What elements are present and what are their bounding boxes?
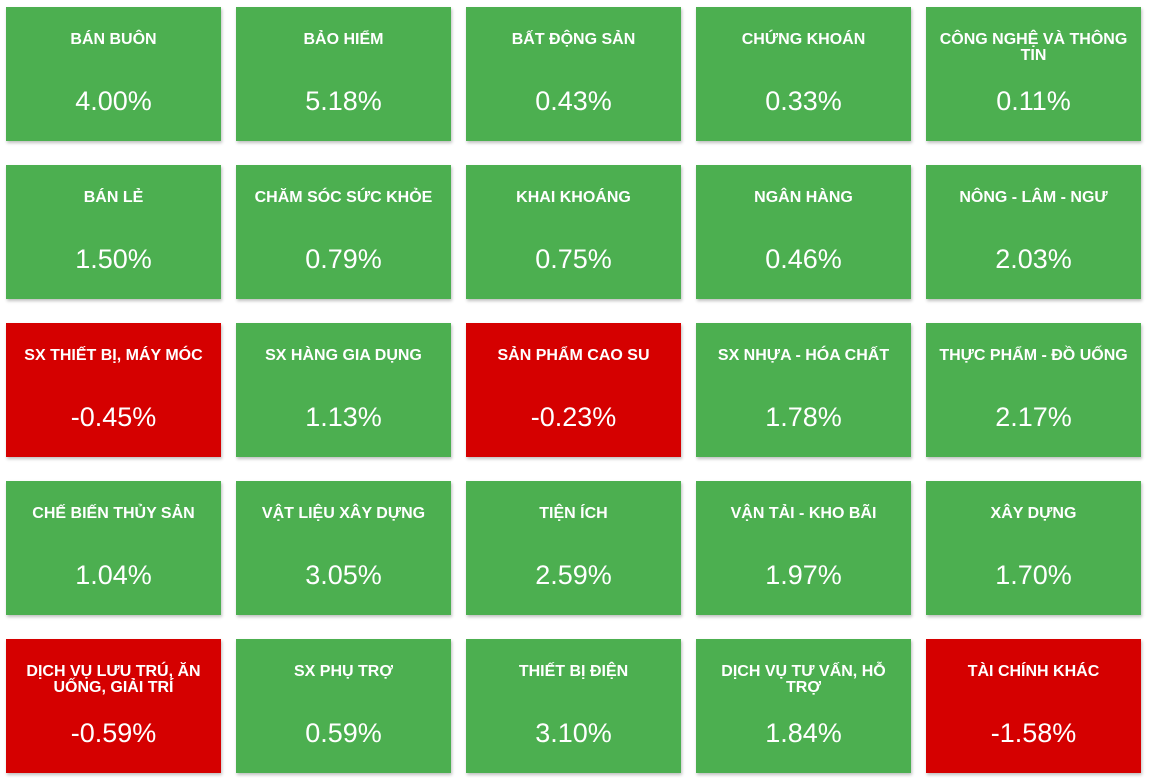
sector-tile[interactable]: BÁN BUÔN 4.00%	[6, 7, 221, 141]
sector-name: THIẾT BỊ ĐIỆN	[518, 663, 629, 680]
sector-name: NÔNG - LÂM - NGƯ	[959, 189, 1108, 206]
sector-change-value: 1.78%	[765, 402, 842, 432]
sector-name: TÀI CHÍNH KHÁC	[967, 663, 1100, 680]
sector-change-value: 0.46%	[765, 244, 842, 274]
sector-tile[interactable]: VẬN TẢI - KHO BÃI 1.97%	[696, 481, 911, 615]
sector-change-value: 1.97%	[765, 560, 842, 590]
sector-name: BÁN BUÔN	[70, 31, 157, 48]
sector-tile[interactable]: CHĂM SÓC SỨC KHỎE 0.79%	[236, 165, 451, 299]
sector-tile[interactable]: THIẾT BỊ ĐIỆN 3.10%	[466, 639, 681, 773]
sector-tile[interactable]: CHỨNG KHOÁN 0.33%	[696, 7, 911, 141]
sector-name: CHĂM SÓC SỨC KHỎE	[254, 189, 433, 206]
sector-name: BẢO HIỂM	[303, 31, 384, 48]
sector-name: CÔNG NGHỆ VÀ THÔNG TIN	[939, 31, 1128, 64]
sector-change-value: 3.05%	[305, 560, 382, 590]
sector-change-value: 0.59%	[305, 718, 382, 748]
sector-tile[interactable]: BẢO HIỂM 5.18%	[236, 7, 451, 141]
sector-tile[interactable]: THỰC PHẨM - ĐỒ UỐNG 2.17%	[926, 323, 1141, 457]
sector-name: SX THIẾT BỊ, MÁY MÓC	[24, 347, 203, 364]
sector-change-value: 2.59%	[535, 560, 612, 590]
sector-change-value: -1.58%	[990, 718, 1077, 748]
sector-change-value: 0.33%	[765, 86, 842, 116]
sector-tile[interactable]: KHAI KHOÁNG 0.75%	[466, 165, 681, 299]
sector-name: NGÂN HÀNG	[754, 189, 853, 206]
sector-tile[interactable]: DỊCH VỤ LƯU TRÚ, ĂN UỐNG, GIẢI TRÍ -0.59%	[6, 639, 221, 773]
sector-change-value: 1.70%	[995, 560, 1072, 590]
sector-tile[interactable]: XÂY DỰNG 1.70%	[926, 481, 1141, 615]
sector-change-value: 3.10%	[535, 718, 612, 748]
sector-change-value: 0.43%	[535, 86, 612, 116]
sector-name: DỊCH VỤ TƯ VẤN, HỖ TRỢ	[721, 663, 886, 696]
sector-name: CHỨNG KHOÁN	[741, 31, 866, 48]
sector-name: BÁN LẺ	[83, 189, 144, 206]
sector-name: VẬN TẢI - KHO BÃI	[730, 505, 877, 522]
sector-change-value: -0.23%	[530, 402, 617, 432]
sector-name: XÂY DỰNG	[990, 505, 1077, 522]
sector-name: SX HÀNG GIA DỤNG	[265, 347, 422, 364]
sector-name: CHẾ BIẾN THỦY SẢN	[32, 505, 195, 522]
sector-name: THỰC PHẨM - ĐỒ UỐNG	[939, 347, 1128, 364]
sector-name: KHAI KHOÁNG	[516, 189, 631, 206]
sector-change-value: -0.59%	[70, 718, 157, 748]
sector-change-value: 0.79%	[305, 244, 382, 274]
sector-change-value: 1.04%	[75, 560, 152, 590]
sector-tile[interactable]: SX HÀNG GIA DỤNG 1.13%	[236, 323, 451, 457]
sector-name: TIỆN ÍCH	[539, 505, 608, 522]
sector-tile[interactable]: BÁN LẺ 1.50%	[6, 165, 221, 299]
sector-name: BẤT ĐỘNG SẢN	[511, 31, 636, 48]
sector-name: SẢN PHẨM CAO SU	[497, 347, 650, 364]
sector-tile[interactable]: SX THIẾT BỊ, MÁY MÓC -0.45%	[6, 323, 221, 457]
sector-change-value: -0.45%	[70, 402, 157, 432]
sector-tile[interactable]: DỊCH VỤ TƯ VẤN, HỖ TRỢ 1.84%	[696, 639, 911, 773]
sector-tile[interactable]: TÀI CHÍNH KHÁC -1.58%	[926, 639, 1141, 773]
sector-change-value: 1.50%	[75, 244, 152, 274]
sector-change-value: 1.84%	[765, 718, 842, 748]
sector-tile[interactable]: SẢN PHẨM CAO SU -0.23%	[466, 323, 681, 457]
sector-tile[interactable]: SX PHỤ TRỢ 0.59%	[236, 639, 451, 773]
sector-tile[interactable]: TIỆN ÍCH 2.59%	[466, 481, 681, 615]
sector-tile[interactable]: BẤT ĐỘNG SẢN 0.43%	[466, 7, 681, 141]
sector-name: VẬT LIỆU XÂY DỰNG	[261, 505, 426, 522]
sector-change-value: 0.11%	[996, 86, 1071, 116]
sector-name: DỊCH VỤ LƯU TRÚ, ĂN UỐNG, GIẢI TRÍ	[26, 663, 201, 696]
sector-tile[interactable]: CÔNG NGHỆ VÀ THÔNG TIN 0.11%	[926, 7, 1141, 141]
sector-tile[interactable]: NÔNG - LÂM - NGƯ 2.03%	[926, 165, 1141, 299]
sector-name: SX NHỰA - HÓA CHẤT	[717, 347, 890, 364]
sector-change-value: 0.75%	[535, 244, 612, 274]
sector-tile[interactable]: SX NHỰA - HÓA CHẤT 1.78%	[696, 323, 911, 457]
sector-tile[interactable]: NGÂN HÀNG 0.46%	[696, 165, 911, 299]
sector-tile[interactable]: VẬT LIỆU XÂY DỰNG 3.05%	[236, 481, 451, 615]
sector-name: SX PHỤ TRỢ	[294, 663, 393, 680]
sector-change-value: 4.00%	[75, 86, 152, 116]
sector-change-value: 1.13%	[305, 402, 382, 432]
sector-change-value: 2.03%	[995, 244, 1072, 274]
sector-change-value: 5.18%	[305, 86, 382, 116]
sector-change-value: 2.17%	[995, 402, 1072, 432]
sector-tile[interactable]: CHẾ BIẾN THỦY SẢN 1.04%	[6, 481, 221, 615]
